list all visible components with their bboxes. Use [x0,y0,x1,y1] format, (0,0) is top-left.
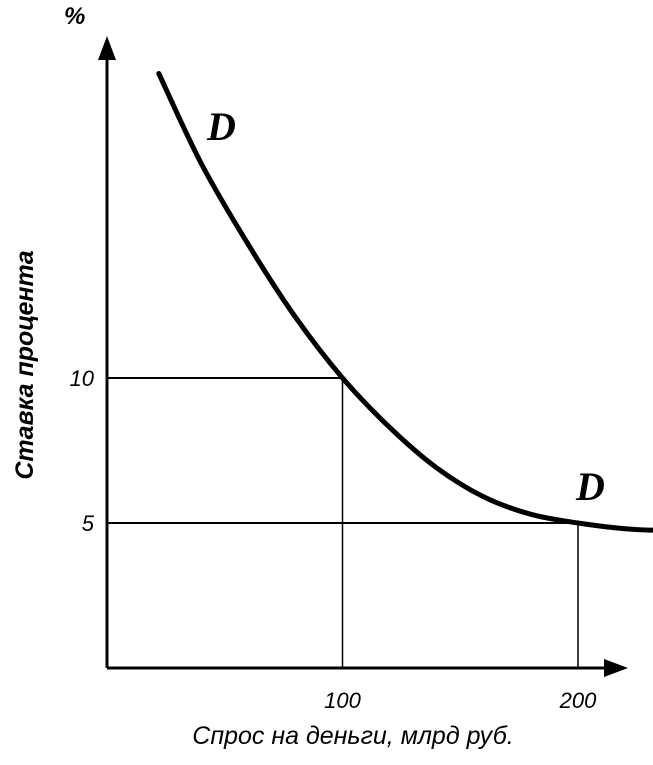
x-tick-label-100: 100 [324,688,361,713]
x-axis-arrow [604,659,628,677]
y-unit-label: % [64,3,85,30]
x-tick-label-200: 200 [559,688,597,713]
curve-label-D-lower: D [575,464,605,509]
y-axis-title: Ставка процента [11,250,39,479]
x-axis-title: Спрос на деньги, млрд руб. [192,722,513,750]
y-axis-arrow [98,36,116,60]
y-tick-label-10: 10 [70,366,95,391]
reference-lines [107,377,579,668]
curve-label-D-upper: D [206,104,236,149]
demand-curve-D [156,71,653,533]
y-tick-label-5: 5 [82,511,95,536]
